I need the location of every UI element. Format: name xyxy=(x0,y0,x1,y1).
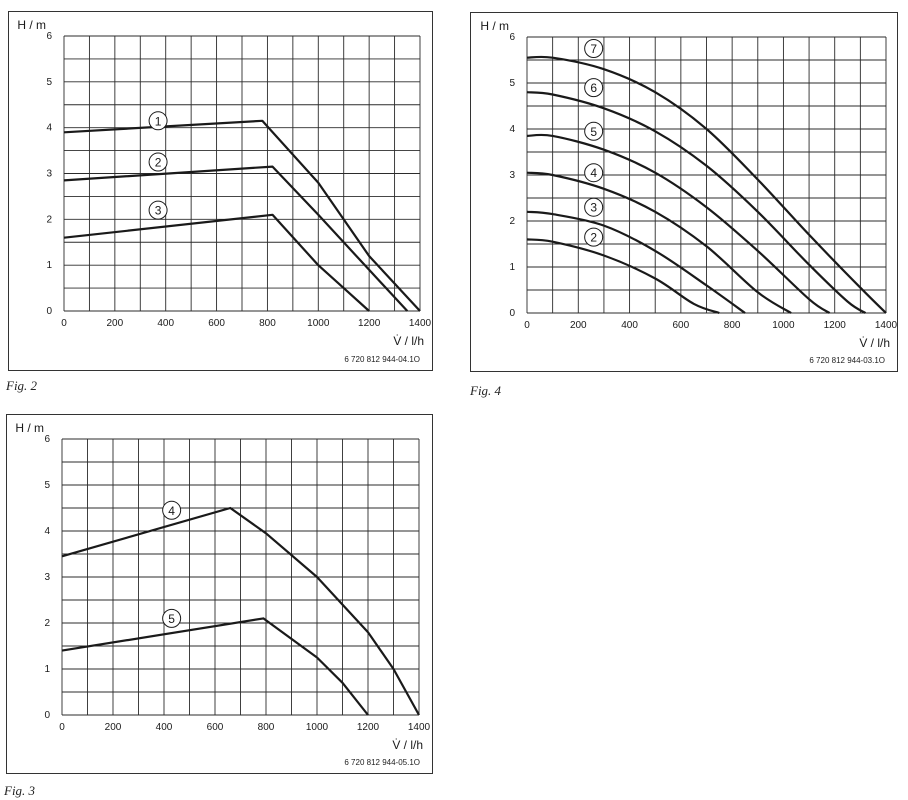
curve-3-marker-circle xyxy=(584,197,604,217)
x-tick-label: 1400 xyxy=(409,318,432,329)
curve-1-marker-label: 1 xyxy=(155,114,162,128)
curve-3-marker-label: 3 xyxy=(155,204,162,218)
y-tick-label: 1 xyxy=(44,664,50,675)
y-tick-label: 5 xyxy=(44,480,50,491)
curve-5-marker-label: 5 xyxy=(590,125,597,139)
curve-2 xyxy=(63,165,409,312)
x-tick-label: 400 xyxy=(157,318,174,329)
y-tick-label: 4 xyxy=(44,526,50,537)
y-axis-title: H / m xyxy=(17,18,46,32)
figure-4-code: 6 720 812 944-03.1O xyxy=(809,356,885,365)
figure-3-panel: 0 200 400 600 800 1000 1200 1400 0 1 2 3 4 5 6 H / m V̇ … xyxy=(6,414,433,774)
x-tick-label: 1000 xyxy=(307,318,330,329)
curve-5-marker-circle xyxy=(162,608,182,628)
curve-3-marker-circle xyxy=(148,200,168,220)
figure-2-panel: 0 200 400 600 800 1000 1200 1400 0 1 2 3 4 5 6 H / m V̇ … xyxy=(8,11,433,371)
curve-6-marker-circle xyxy=(584,78,604,98)
y-axis-title: H / m xyxy=(480,19,509,33)
x-tick-label: 600 xyxy=(207,722,224,733)
curve-4 xyxy=(61,506,420,716)
y-tick-label: 4 xyxy=(509,124,515,135)
x-tick-label: 1200 xyxy=(358,318,381,329)
x-tick-label: 200 xyxy=(105,722,122,733)
curve-2 xyxy=(526,238,720,315)
curve-5-marker-circle xyxy=(584,121,604,141)
x-tick-label: 0 xyxy=(524,320,530,331)
x-tick-label: 0 xyxy=(61,318,67,329)
grid xyxy=(526,36,887,314)
curve-2-marker-label: 2 xyxy=(590,231,597,245)
y-tick-label: 3 xyxy=(44,572,50,583)
y-tick-label: 2 xyxy=(509,216,515,227)
y-tick-label: 0 xyxy=(44,710,50,721)
y-tick-label: 1 xyxy=(46,260,52,271)
y-tick-label: 6 xyxy=(44,434,50,445)
y-tick-label: 2 xyxy=(46,214,52,225)
curve-7 xyxy=(526,55,887,314)
curve-3 xyxy=(63,213,370,312)
figure-4-panel: 0 200 400 600 800 1000 1200 1400 0 1 2 3 4 5 6 H / m V̇ … xyxy=(470,12,898,372)
curve-5 xyxy=(526,133,831,314)
y-tick-label: 6 xyxy=(509,32,515,43)
x-tick-label: 800 xyxy=(724,320,741,331)
x-tick-label: 400 xyxy=(156,722,173,733)
curve-1-marker-circle xyxy=(148,111,168,131)
y-axis-title: H / m xyxy=(15,421,44,435)
figure-3-chart: 0 200 400 600 800 1000 1200 1400 0 1 2 3 4 5 6H / m V̇ … xyxy=(15,421,431,752)
grid xyxy=(63,35,421,312)
curve-4-marker-circle xyxy=(584,163,604,183)
y-tick-label: 0 xyxy=(46,306,52,317)
curve-2-marker-circle xyxy=(584,227,604,247)
curve-2-marker-circle xyxy=(148,152,168,172)
x-tick-label: 1400 xyxy=(408,722,431,733)
curve-7-marker-circle xyxy=(584,39,604,58)
figure-4-caption: Fig. 4 xyxy=(470,383,502,398)
curve-4-marker-label: 4 xyxy=(168,504,175,518)
curve-3 xyxy=(526,210,746,314)
x-axis-title: V̇ / l/h xyxy=(859,336,890,350)
x-tick-label: 0 xyxy=(59,722,65,733)
x-tick-label: 800 xyxy=(258,722,275,733)
x-tick-label: 1000 xyxy=(306,722,329,733)
curve-4-marker-label: 4 xyxy=(590,166,597,180)
curve-4-marker-circle xyxy=(162,500,182,520)
curve-3-marker-label: 3 xyxy=(590,201,597,215)
x-tick-label: 600 xyxy=(673,320,690,331)
curve-2-marker-label: 2 xyxy=(155,156,162,170)
figure-2-caption: Fig. 2 xyxy=(6,378,38,393)
curve-6 xyxy=(526,91,867,314)
figure-2-chart: 0 200 400 600 800 1000 1200 1400 0 1 2 3 4 5 6H / m V̇ … xyxy=(17,18,432,348)
curve-4 xyxy=(526,171,792,314)
x-tick-label: 1200 xyxy=(824,320,847,331)
y-tick-label: 3 xyxy=(509,170,515,181)
curve-5-marker-label: 5 xyxy=(168,612,175,626)
curve-6-marker-label: 6 xyxy=(590,81,597,95)
figure-3-caption: Fig. 3 xyxy=(4,783,36,798)
x-tick-label: 400 xyxy=(621,320,638,331)
figure-2-code: 6 720 812 944-04.1O xyxy=(344,355,420,364)
grid xyxy=(61,438,420,716)
figure-3-code: 6 720 812 944-05.1O xyxy=(344,758,420,767)
x-tick-label: 200 xyxy=(570,320,587,331)
x-axis-title: V̇ / l/h xyxy=(392,738,423,752)
y-tick-label: 2 xyxy=(44,618,50,629)
y-tick-label: 5 xyxy=(509,78,515,89)
y-tick-label: 1 xyxy=(509,262,515,273)
x-tick-label: 1200 xyxy=(357,722,380,733)
y-tick-label: 3 xyxy=(46,169,52,180)
x-tick-label: 800 xyxy=(259,318,276,329)
x-tick-label: 1000 xyxy=(772,320,795,331)
x-tick-label: 1400 xyxy=(875,320,898,331)
curve-5 xyxy=(61,617,369,716)
x-tick-label: 600 xyxy=(208,318,225,329)
y-tick-label: 0 xyxy=(509,308,515,319)
y-tick-label: 5 xyxy=(46,77,52,88)
y-tick-label: 4 xyxy=(46,123,52,134)
curve-7-marker-label: 7 xyxy=(590,42,597,56)
y-tick-label: 6 xyxy=(46,31,52,42)
curve-1 xyxy=(63,119,421,312)
x-tick-label: 200 xyxy=(107,318,124,329)
x-axis-title: V̇ / l/h xyxy=(393,334,424,348)
